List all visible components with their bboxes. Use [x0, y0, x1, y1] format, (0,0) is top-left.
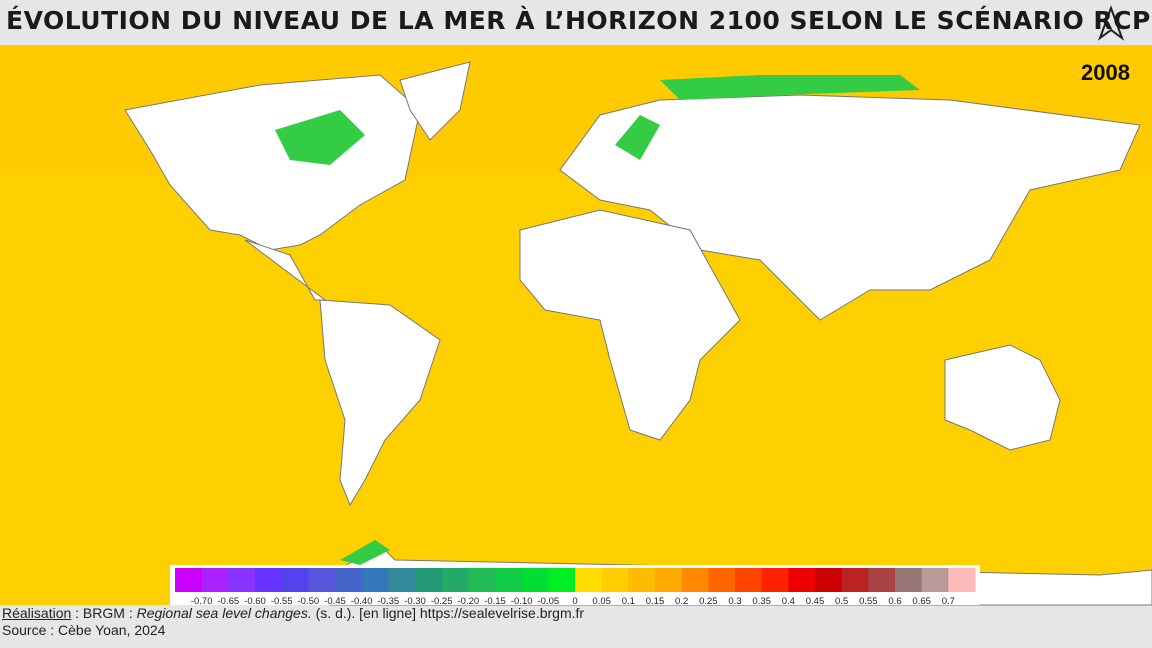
north-arrow-shape	[1097, 5, 1125, 41]
legend-tick-label: -0.50	[298, 596, 320, 607]
legend-swatch	[415, 568, 443, 592]
legend-swatch	[761, 568, 789, 592]
legend-swatch	[201, 568, 229, 592]
legend-swatch	[441, 568, 469, 592]
legend-swatch	[895, 568, 923, 592]
legend-tick-label: 0.3	[728, 596, 741, 607]
legend-swatch	[788, 568, 816, 592]
legend-tick-label: 0.45	[806, 596, 825, 607]
legend-swatch	[575, 568, 603, 592]
legend-swatch	[628, 568, 656, 592]
legend-tick-label: -0.45	[324, 596, 346, 607]
baltic	[615, 115, 660, 160]
legend-tick-label: 0.7	[942, 596, 955, 607]
legend-swatch	[468, 568, 496, 592]
legend-swatch	[335, 568, 363, 592]
legend-swatch	[255, 568, 283, 592]
credits-source: Source : Cèbe Yoan, 2024	[2, 622, 166, 638]
barents	[660, 75, 920, 100]
legend-tick-label: 0.1	[622, 596, 635, 607]
credits-line: Réalisation : BRGM : Regional sea level …	[2, 605, 584, 622]
legend-swatch	[361, 568, 389, 592]
legend-swatch	[655, 568, 683, 592]
legend-tick-label: 0	[572, 596, 577, 607]
central-america	[244, 239, 327, 301]
legend-tick-label: 0.35	[752, 596, 771, 607]
north-arrow	[1097, 5, 1125, 41]
legend-tick-label: -0.25	[431, 596, 453, 607]
credits-sep: : BRGM :	[71, 605, 137, 621]
legend-swatch	[815, 568, 843, 592]
legend-swatch	[841, 568, 869, 592]
greenland	[399, 61, 471, 141]
legend-swatch	[548, 568, 576, 592]
legend-swatch	[388, 568, 416, 592]
legend-tick-label: 0.4	[782, 596, 795, 607]
legend-tick-label: 0.55	[859, 596, 878, 607]
year: 2008	[1081, 60, 1130, 85]
legend-swatch	[921, 568, 949, 592]
legend-tick-label: -0.10	[511, 596, 533, 607]
legend-tick-label: -0.05	[538, 596, 560, 607]
legend-tick-label: 0.65	[912, 596, 931, 607]
credits-work: Regional sea level changes.	[136, 605, 312, 621]
south-america	[319, 299, 441, 507]
legend-swatch	[735, 568, 763, 592]
legend-tick-label: 0.05	[592, 596, 611, 607]
africa	[519, 209, 741, 441]
legend-swatch	[708, 568, 736, 592]
legend-swatch	[948, 568, 976, 592]
legend-swatch	[868, 568, 896, 592]
australia	[944, 344, 1061, 451]
legend-swatch	[308, 568, 336, 592]
weddell	[340, 540, 390, 565]
legend-tick-label: -0.60	[244, 596, 266, 607]
legend-tick-label: 0.2	[675, 596, 688, 607]
legend-tick-label: -0.40	[351, 596, 373, 607]
legend-tick-label: -0.15	[484, 596, 506, 607]
title: ÉVOLUTION DU NIVEAU DE LA MER À L’HORIZO…	[6, 6, 1152, 35]
credits-label: Réalisation	[2, 605, 72, 621]
legend: -0.70 -0.65 -0.60 -0.55 -0.50 -0.45 -0.40 -0.35…	[175, 568, 976, 607]
legend-swatch	[175, 568, 203, 592]
legend-tick-label: -0.35	[378, 596, 400, 607]
legend-swatch	[521, 568, 549, 592]
legend-tick-label: -0.70	[191, 596, 213, 607]
legend-tick-label: -0.30	[404, 596, 426, 607]
legend-tick-label: 0.6	[888, 596, 901, 607]
legend-tick-label: 0.25	[699, 596, 718, 607]
legend-tick-label: -0.65	[218, 596, 240, 607]
credits: Réalisation : BRGM : Regional sea level …	[2, 605, 584, 639]
credits-rest: (s. d.). [en ligne] https://sealevelrise…	[311, 605, 585, 621]
legend-swatch	[495, 568, 523, 592]
legend-swatch	[228, 568, 256, 592]
negative-zones	[275, 75, 920, 565]
legend-swatch	[281, 568, 309, 592]
legend-swatch	[601, 568, 629, 592]
legend-tick-label: 0.5	[835, 596, 848, 607]
legend-tick-label: -0.20	[458, 596, 480, 607]
legend-tick-label: -0.55	[271, 596, 293, 607]
legend-tick-label: 0.15	[646, 596, 665, 607]
hudson-bay	[275, 110, 365, 165]
legend-swatch	[681, 568, 709, 592]
